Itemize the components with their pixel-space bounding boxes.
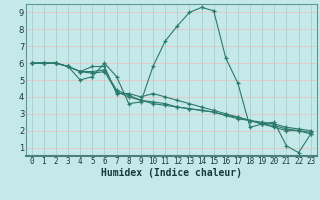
X-axis label: Humidex (Indice chaleur): Humidex (Indice chaleur) <box>101 168 242 178</box>
